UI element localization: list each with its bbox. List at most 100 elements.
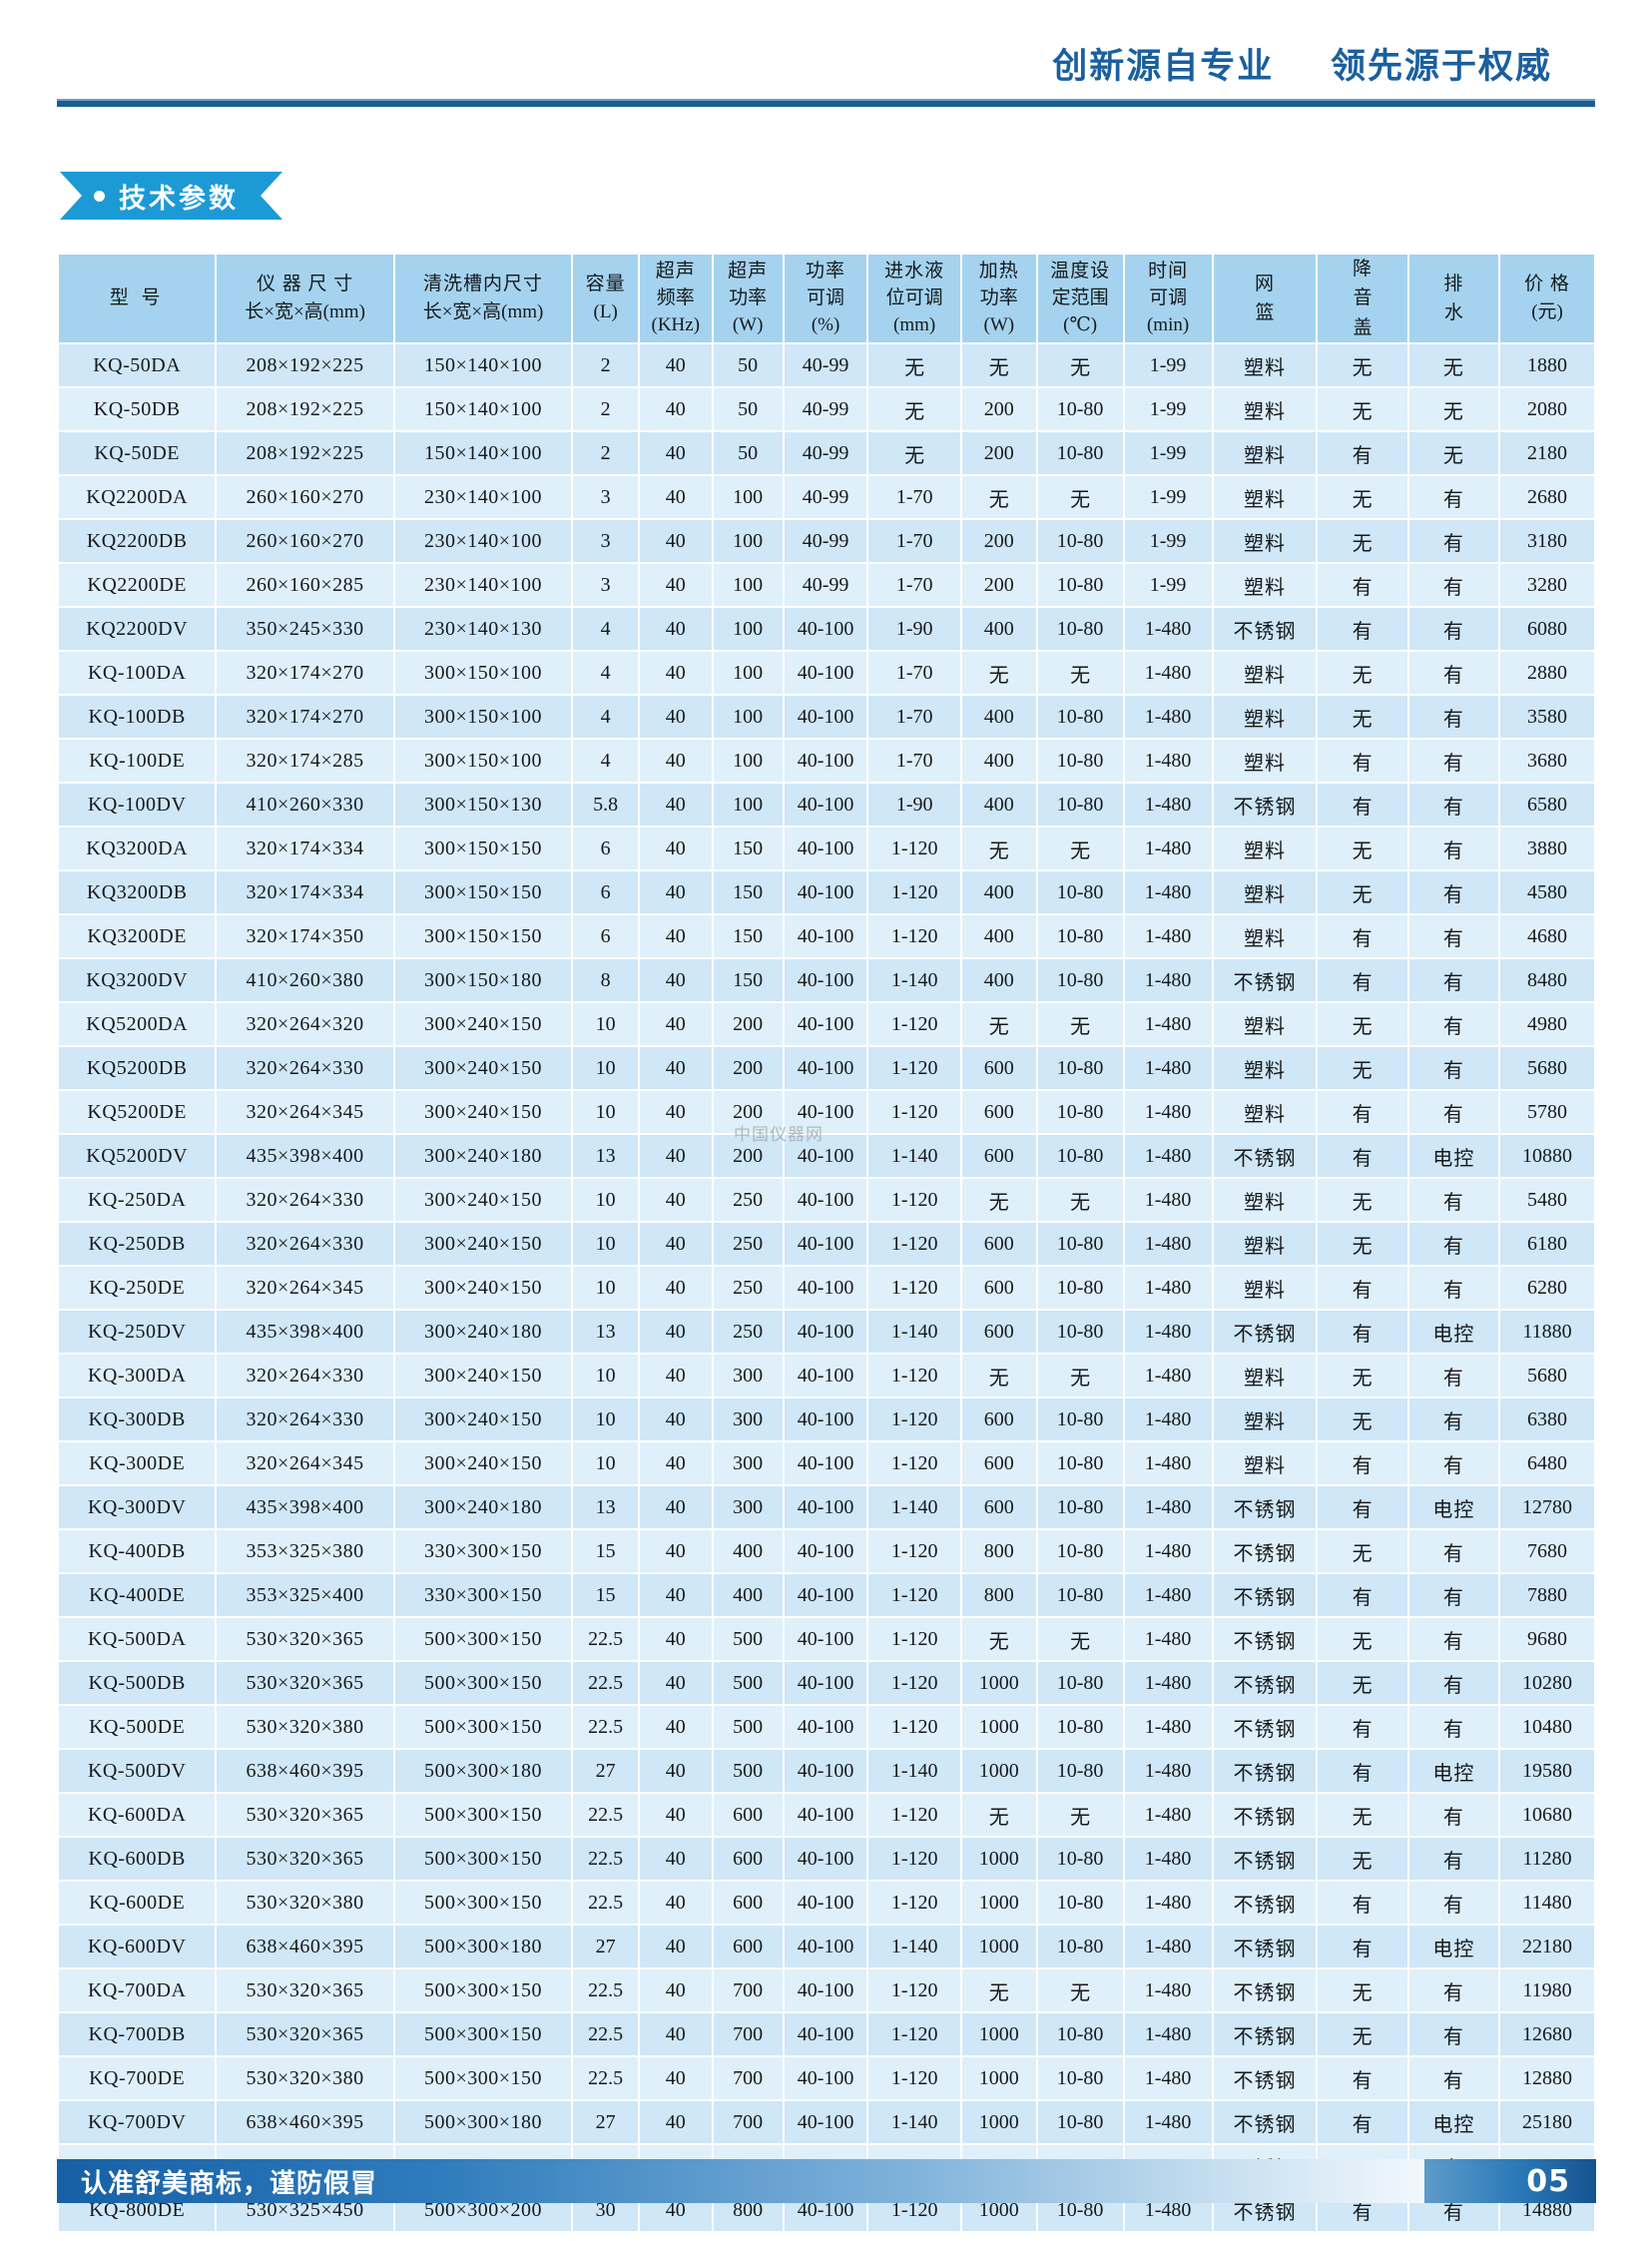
- table-cell: 有: [1408, 1838, 1499, 1881]
- table-cell: 10-80: [1037, 1486, 1123, 1529]
- table-cell: 22.5: [573, 1706, 639, 1749]
- table-cell: 有: [1408, 520, 1499, 563]
- table-cell: 无: [1318, 1223, 1407, 1266]
- table-cell: 600: [961, 1311, 1036, 1354]
- table-column-header-13-line-0: 排: [1443, 273, 1464, 294]
- table-cell: 有: [1318, 915, 1407, 958]
- table-cell-model: KQ-600DV: [59, 1926, 216, 1968]
- table-column-header-5-line-0: 超声: [728, 260, 769, 281]
- table-cell-model: KQ-600DB: [59, 1838, 216, 1881]
- table-cell: 40-99: [784, 564, 867, 607]
- table-cell: 530×320×365: [217, 1794, 393, 1837]
- table-cell: 500×300×200: [394, 2189, 572, 2232]
- table-cell-model: KQ-700DB: [59, 2013, 216, 2056]
- table-cell: 230×140×100: [394, 564, 572, 607]
- page-number: 05: [1526, 2163, 1570, 2199]
- table-cell: 800: [961, 1574, 1036, 1617]
- table-cell: 10-80: [1037, 564, 1123, 607]
- table-column-header-4-line-1: 频率: [656, 287, 695, 308]
- table-cell: 无: [1318, 520, 1407, 563]
- table-column-header-2-line-0: 清洗槽内尺寸: [423, 274, 544, 295]
- table-column-header-1-line-1: 长×宽×高(mm): [245, 300, 365, 322]
- table-cell: 无: [1037, 1618, 1123, 1661]
- table-cell: 塑料: [1213, 828, 1317, 870]
- table-cell: 1-120: [868, 2057, 960, 2100]
- table-cell: 15: [573, 1574, 639, 1617]
- table-cell: 3: [573, 520, 639, 563]
- table-cell: 320×174×334: [217, 871, 393, 914]
- table-cell: 200: [713, 1003, 783, 1046]
- table-column-header-7: 进水液 位可调 (mm): [868, 255, 960, 343]
- table-cell: 400: [961, 740, 1036, 783]
- table-cell-model: KQ-500DV: [59, 1750, 216, 1793]
- table-cell: 1-120: [868, 915, 960, 958]
- table-cell: 无: [961, 476, 1036, 519]
- table-cell: 500×300×150: [394, 1882, 572, 1925]
- table-cell: 4: [573, 652, 639, 695]
- table-cell: 100: [713, 740, 783, 783]
- table-cell: 10280: [1500, 1662, 1594, 1705]
- table-cell: 1-480: [1124, 1355, 1212, 1398]
- table-cell: 塑料: [1213, 388, 1317, 431]
- table-cell: 40-100: [784, 871, 867, 914]
- table-cell: 有: [1408, 1706, 1499, 1749]
- table-column-header-6-line-0: 功率: [806, 260, 846, 281]
- table-cell: 40: [640, 784, 712, 827]
- table-cell: 40: [640, 1399, 712, 1441]
- table-cell: 无: [961, 652, 1036, 695]
- table-cell: 40-100: [784, 1399, 867, 1441]
- table-cell: 5.8: [573, 784, 639, 827]
- table-cell: 700: [713, 1969, 783, 2012]
- table-cell: 10-80: [1037, 608, 1123, 651]
- table-column-header-3: 容量 (L): [573, 255, 639, 343]
- table-column-header-2: 清洗槽内尺寸 长×宽×高(mm): [394, 255, 572, 343]
- table-cell-model: KQ5200DB: [59, 1047, 216, 1090]
- table-cell: 10-80: [1037, 915, 1123, 958]
- table-cell: 3880: [1500, 828, 1594, 870]
- table-cell: 无: [1037, 476, 1123, 519]
- table-cell: 600: [961, 1399, 1036, 1441]
- table-cell: 有: [1318, 740, 1407, 783]
- table-cell: 300×150×150: [394, 915, 572, 958]
- table-cell: 500×300×180: [394, 1926, 572, 1968]
- table-cell: 8: [573, 959, 639, 1002]
- table-cell: 无: [1318, 1618, 1407, 1661]
- table-cell: 700: [713, 2101, 783, 2144]
- table-cell: 有: [1318, 1486, 1407, 1529]
- table-cell: 40-100: [784, 784, 867, 827]
- table-cell: 1-70: [868, 652, 960, 695]
- table-cell: 150: [713, 828, 783, 870]
- table-row: KQ-300DE 320×264×345 300×240×150 10 40 300 40-…: [59, 1442, 1594, 1485]
- table-cell-model: KQ-100DE: [59, 740, 216, 783]
- table-cell: 300×150×150: [394, 871, 572, 914]
- table-cell: 22.5: [573, 1618, 639, 1661]
- table-cell: 1-480: [1124, 1794, 1212, 1837]
- table-cell: 2: [573, 344, 639, 387]
- table-cell: 1-480: [1124, 784, 1212, 827]
- table-cell: 10-80: [1037, 520, 1123, 563]
- table-cell: 19580: [1500, 1750, 1594, 1793]
- table-row: KQ-700DB 530×320×365 500×300×150 22.5 40 700 4…: [59, 2013, 1594, 2056]
- table-cell: 40: [640, 1574, 712, 1617]
- table-cell: 有: [1318, 1882, 1407, 1925]
- table-row: KQ3200DB 320×174×334 300×150×150 6 40 150 40-1…: [59, 871, 1594, 914]
- table-cell: 200: [961, 388, 1036, 431]
- table-cell: 40-100: [784, 1882, 867, 1925]
- table-cell: 300×240×150: [394, 1179, 572, 1222]
- table-cell: 260×160×270: [217, 476, 393, 519]
- table-cell-model: KQ-500DA: [59, 1618, 216, 1661]
- table-cell: 40-100: [784, 1091, 867, 1134]
- table-cell: 1-120: [868, 1838, 960, 1881]
- table-cell: 400: [961, 696, 1036, 739]
- table-cell: 有: [1408, 1399, 1499, 1441]
- table-cell: 300×150×100: [394, 740, 572, 783]
- table-cell: 40-100: [784, 1838, 867, 1881]
- table-cell: 40-100: [784, 608, 867, 651]
- table-cell: 600: [961, 1223, 1036, 1266]
- table-row: KQ-700DV 638×460×395 500×300×180 27 40 700 40-…: [59, 2101, 1594, 2144]
- table-cell: 1-480: [1124, 2057, 1212, 2100]
- table-cell-model: KQ3200DA: [59, 828, 216, 870]
- table-cell: 40-100: [784, 1706, 867, 1749]
- table-cell: 1-140: [868, 1486, 960, 1529]
- table-cell: 200: [713, 1091, 783, 1134]
